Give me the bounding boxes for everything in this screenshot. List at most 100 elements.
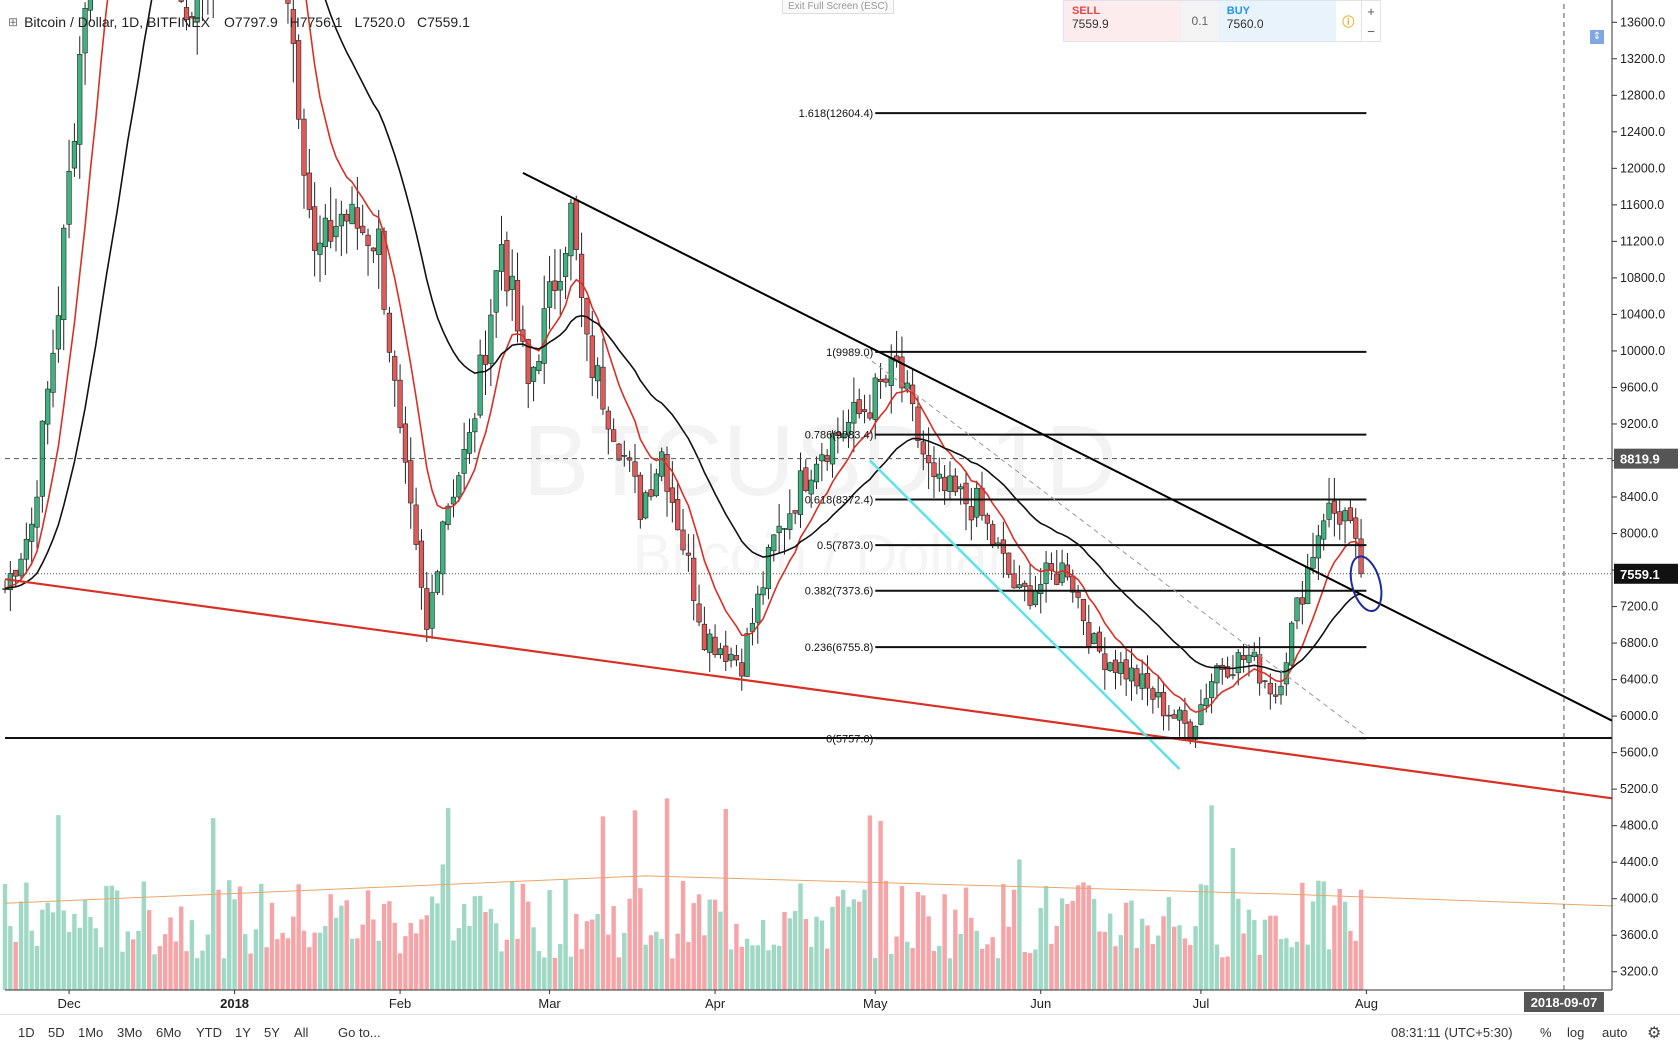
sell-button[interactable]: SELL 7559.9 xyxy=(1064,1,1181,41)
buy-price: 7560.0 xyxy=(1226,17,1264,31)
candle xyxy=(776,503,782,554)
trend-lines[interactable] xyxy=(4,172,1613,800)
candle xyxy=(1337,499,1343,540)
volume-bar xyxy=(371,919,376,990)
candle xyxy=(1080,598,1087,636)
candle xyxy=(61,224,67,351)
cursor-date-label: 2018-09-07 xyxy=(1523,992,1604,1012)
candle xyxy=(1027,563,1033,610)
ohlc-close: C7559.1 xyxy=(416,14,470,30)
volume-bar xyxy=(125,931,130,990)
volume-bar xyxy=(141,881,147,990)
percent-scale-button[interactable]: % xyxy=(1540,1025,1552,1040)
candle xyxy=(1294,597,1300,630)
candle xyxy=(637,472,643,529)
volume-bar xyxy=(974,930,979,990)
volume-bar xyxy=(200,950,205,990)
symbol-title[interactable]: Bitcoin / Dollar, 1D, BITFINEX xyxy=(24,14,211,30)
svg-text:7559.1: 7559.1 xyxy=(1620,567,1660,582)
goto-date-button[interactable]: Go to... xyxy=(338,1025,381,1040)
candle xyxy=(958,483,964,505)
timeframe-1y[interactable]: 1Y xyxy=(235,1025,251,1040)
volume-bar xyxy=(280,932,285,990)
time-tick-label: May xyxy=(863,996,888,1011)
plus-button[interactable]: + xyxy=(1367,3,1375,19)
candle xyxy=(1176,706,1183,737)
volume-bar xyxy=(1337,888,1342,990)
volume-bar xyxy=(1348,930,1353,990)
volume-bar xyxy=(1342,901,1348,990)
candle xyxy=(717,642,724,659)
info-icon[interactable]: ⓘ xyxy=(1342,14,1355,29)
ohlc-open: O7797.9 xyxy=(224,14,278,30)
volume-bar xyxy=(1001,884,1006,990)
timeframe-ytd[interactable]: YTD xyxy=(196,1025,222,1040)
volume-bar xyxy=(1139,918,1145,990)
log-scale-button[interactable]: log xyxy=(1567,1025,1585,1040)
volume-bar xyxy=(178,906,184,990)
volume-bar xyxy=(1118,935,1124,990)
candle xyxy=(1054,549,1060,586)
volume-bar xyxy=(1209,805,1214,990)
volume-bar xyxy=(355,938,360,990)
price-tick-label: 4800.0 xyxy=(1620,819,1658,833)
exit-fullscreen-button[interactable]: Exit Full Screen (ESC) xyxy=(782,0,895,14)
candle xyxy=(1214,663,1220,699)
candle xyxy=(296,34,302,129)
volume-bar xyxy=(718,911,723,990)
candle xyxy=(664,446,670,517)
candle xyxy=(600,338,606,415)
volume-bar xyxy=(1214,944,1220,990)
candle xyxy=(1192,725,1199,748)
scale-toggle-icon[interactable]: ⇕ xyxy=(1590,30,1604,44)
minus-button[interactable]: − xyxy=(1367,23,1375,39)
volume-bar xyxy=(1091,899,1097,990)
volume-bar xyxy=(296,884,301,990)
timeframe-6mo[interactable]: 6Mo xyxy=(156,1025,182,1040)
volume-bar xyxy=(275,939,280,990)
candle xyxy=(701,606,707,651)
volume-bar xyxy=(1220,957,1225,990)
timeframe-all[interactable]: All xyxy=(294,1025,309,1040)
chart-menu-icon[interactable]: ⊞ xyxy=(8,15,19,29)
volume-bar xyxy=(867,815,873,990)
timeframe-5y[interactable]: 5Y xyxy=(264,1025,280,1040)
timeframe-1mo[interactable]: 1Mo xyxy=(78,1025,104,1040)
candle xyxy=(290,0,296,83)
price-axis[interactable]: 13600.0 13200.0 12800.0 12400.0 12000.0 11600… xyxy=(1611,0,1680,990)
volume-bar xyxy=(750,945,755,990)
volume-bar xyxy=(24,882,29,990)
volume-bar xyxy=(264,947,269,990)
volume-bar xyxy=(568,956,574,990)
price-tick-label: 4400.0 xyxy=(1620,855,1658,869)
quantity-field[interactable]: 0.1 xyxy=(1180,1,1219,41)
candle xyxy=(493,270,499,338)
volume-bar xyxy=(328,894,333,990)
gear-icon[interactable]: ⚙ xyxy=(1647,1025,1662,1042)
auto-scale-button[interactable]: auto xyxy=(1602,1025,1628,1040)
candle xyxy=(1134,664,1140,695)
candle xyxy=(1000,521,1006,578)
volume-bar xyxy=(1289,947,1294,990)
candle xyxy=(557,249,563,316)
candle xyxy=(386,306,392,363)
volume-bar xyxy=(66,932,72,990)
volume-bar xyxy=(429,896,435,990)
timeframe-1d[interactable]: 1D xyxy=(18,1025,35,1040)
volume-bar xyxy=(1284,938,1289,990)
volume-bar xyxy=(744,938,750,990)
volume-bar xyxy=(739,946,744,990)
candle xyxy=(1267,673,1273,710)
candle xyxy=(482,330,489,395)
buy-button[interactable]: BUY 7560.0 xyxy=(1218,1,1336,41)
volume-bar xyxy=(488,908,494,990)
volume-bar xyxy=(894,936,899,990)
fib-level-label: 1(9989.0) xyxy=(826,347,873,359)
price-chart[interactable]: BTCUSD, 1D Bitcoin / Dollar 1.618(12604.… xyxy=(0,0,1680,1014)
timeframe-5d[interactable]: 5D xyxy=(48,1025,65,1040)
candle xyxy=(765,544,772,600)
time-axis[interactable]: Dec 2018 Feb Mar Apr May Jun Jul Aug 2018-09-07 xyxy=(5,989,1612,1012)
volume-bar xyxy=(622,932,627,990)
volume-bar xyxy=(56,815,61,990)
timeframe-3mo[interactable]: 3Mo xyxy=(117,1025,143,1040)
